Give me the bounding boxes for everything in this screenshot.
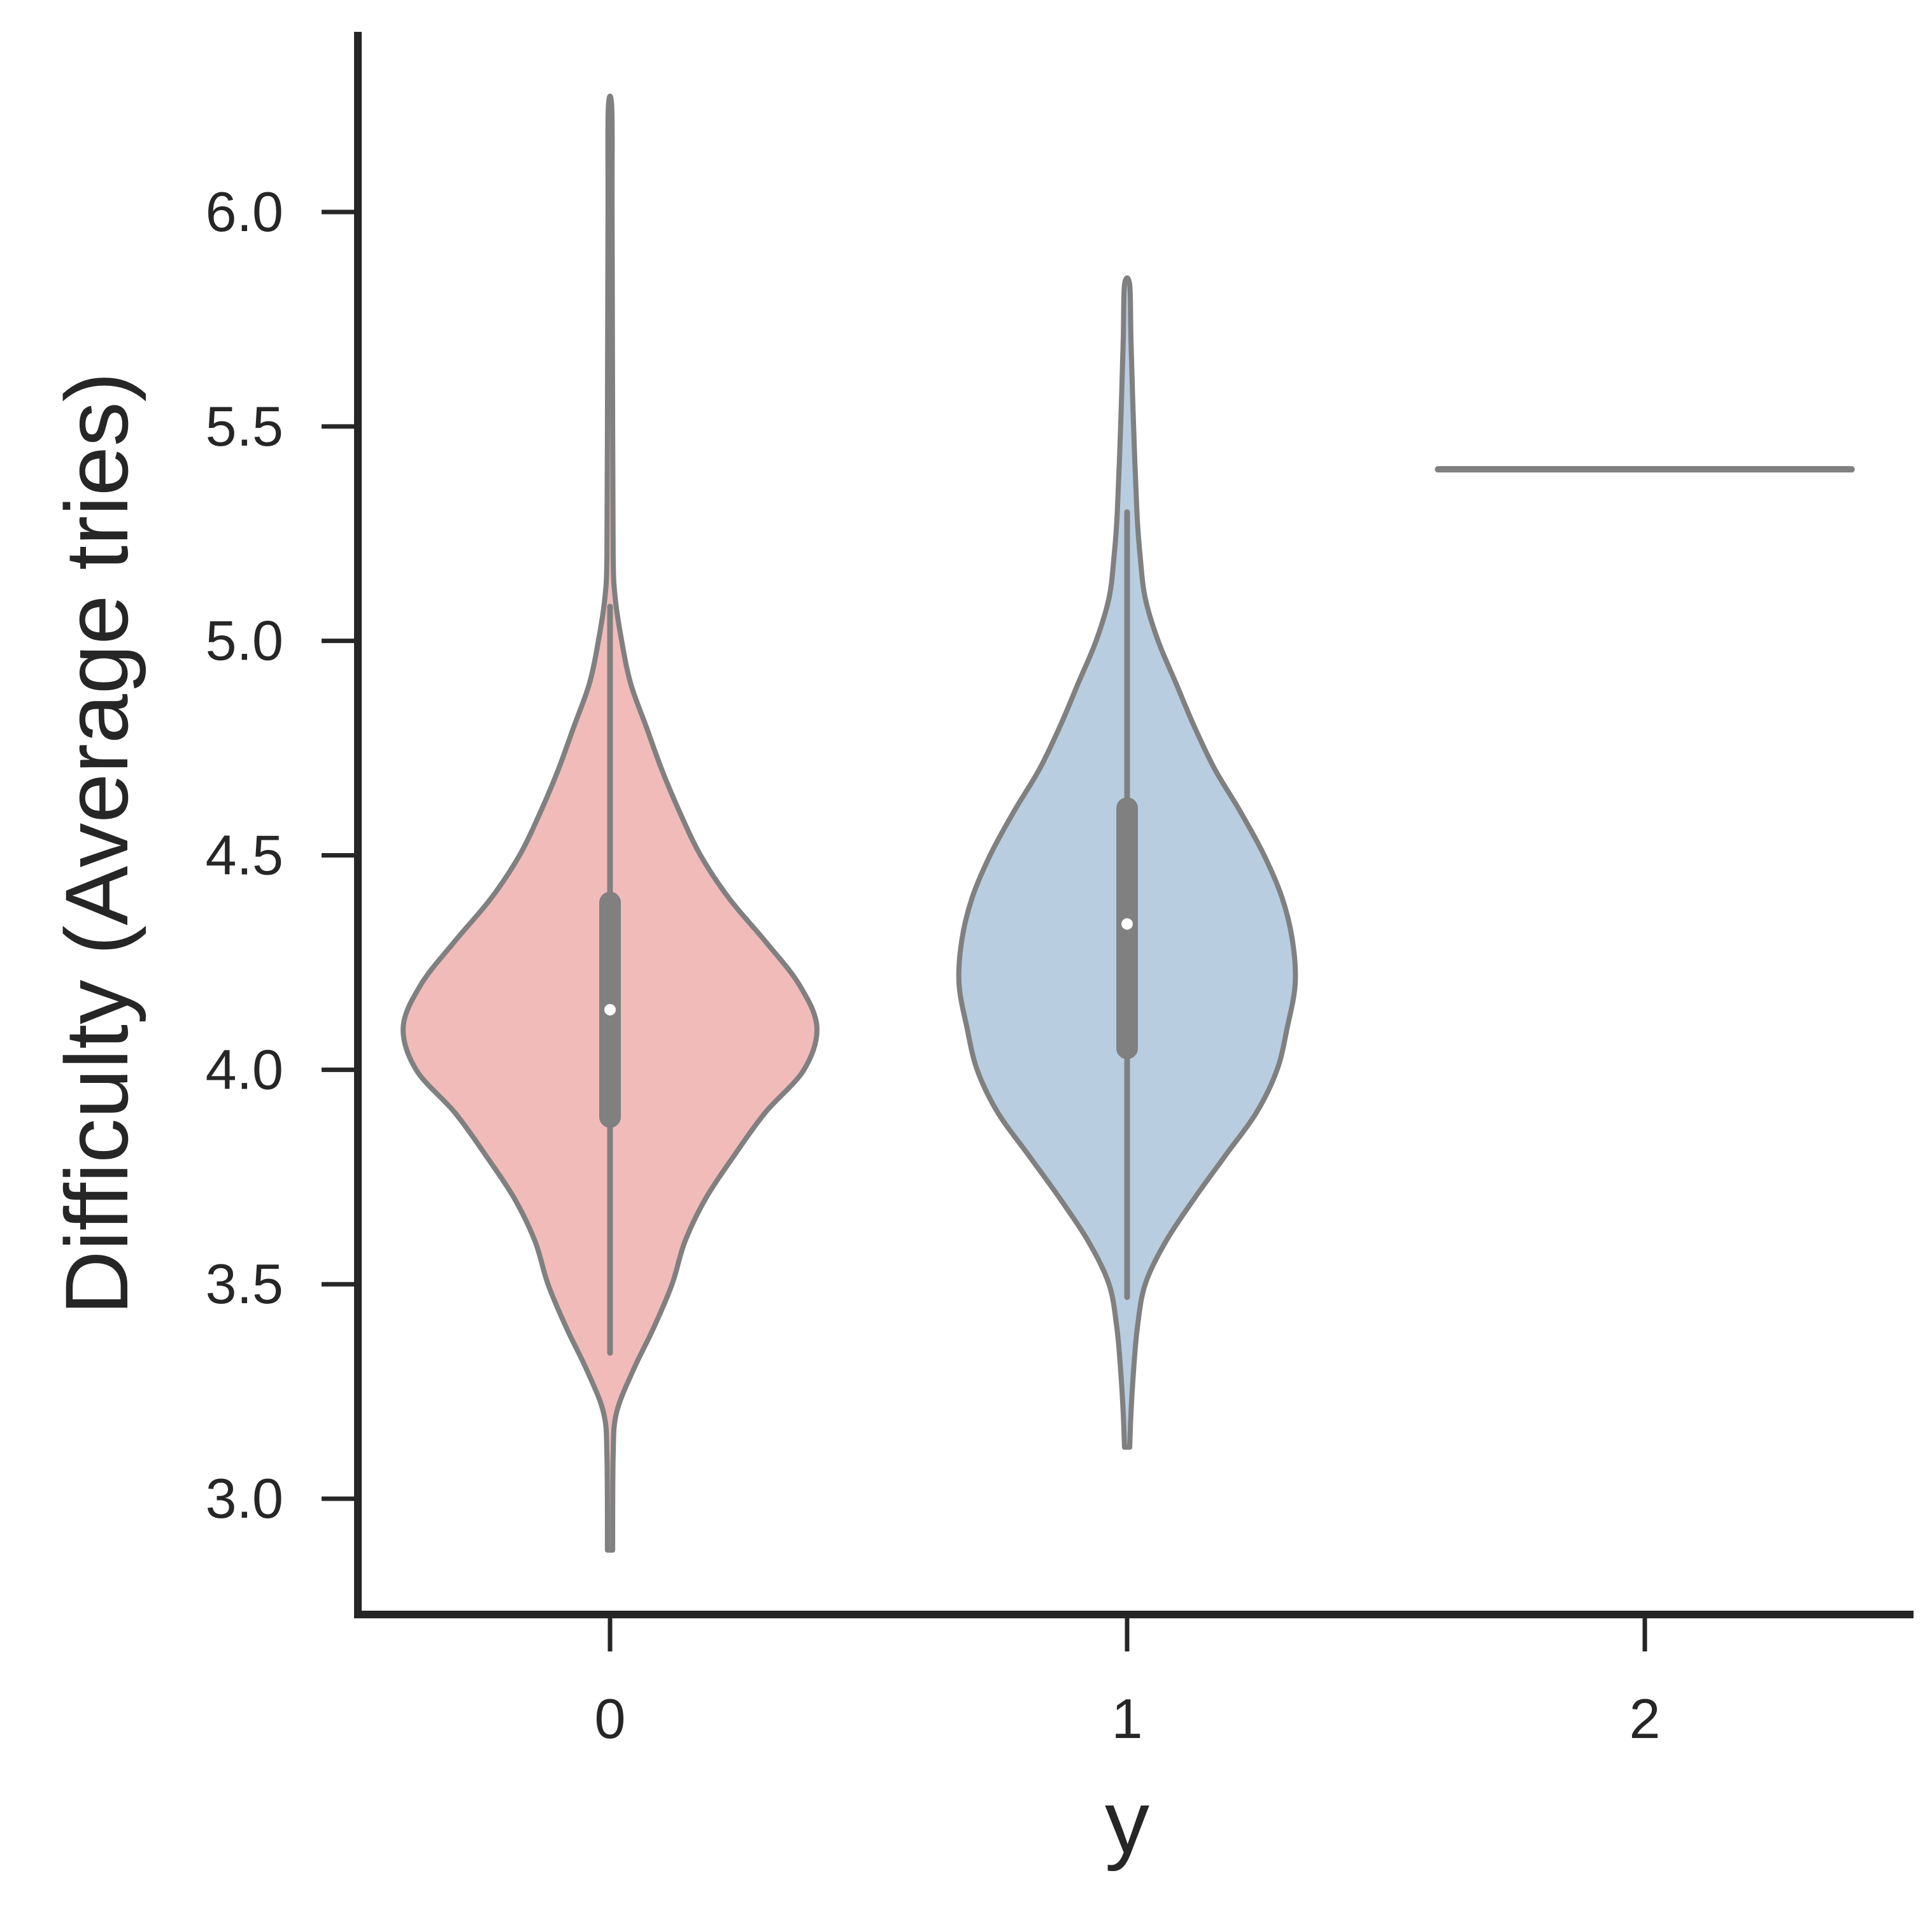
y-tick-label-5.5: 5.5 [206,395,283,458]
plot-area [401,94,1855,1553]
x-tick-label-0: 0 [595,1687,626,1750]
y-tick-label-3.5: 3.5 [206,1252,283,1315]
median-point-0 [604,1004,616,1016]
y-tick-label-5.0: 5.0 [206,609,283,672]
violin-1 [956,275,1298,1450]
y-tick-label-3.0: 3.0 [206,1467,283,1530]
y-tick-label-4.5: 4.5 [206,824,283,887]
y-axis-title: Difficulty (Average tries) [46,372,146,1315]
x-tick-label-2: 2 [1630,1687,1661,1750]
x-axis-title: y [1105,1772,1149,1872]
x-tick-label-1: 1 [1112,1687,1143,1750]
ticks: 3.0 3.5 4.0 4.5 5.0 5.5 6.0 0 1 2 [206,180,1661,1750]
y-tick-label-4.0: 4.0 [206,1038,283,1101]
y-tick-label-6.0: 6.0 [206,180,283,243]
violin-0 [401,94,820,1553]
axes [354,32,1914,1618]
median-point-1 [1121,918,1133,930]
